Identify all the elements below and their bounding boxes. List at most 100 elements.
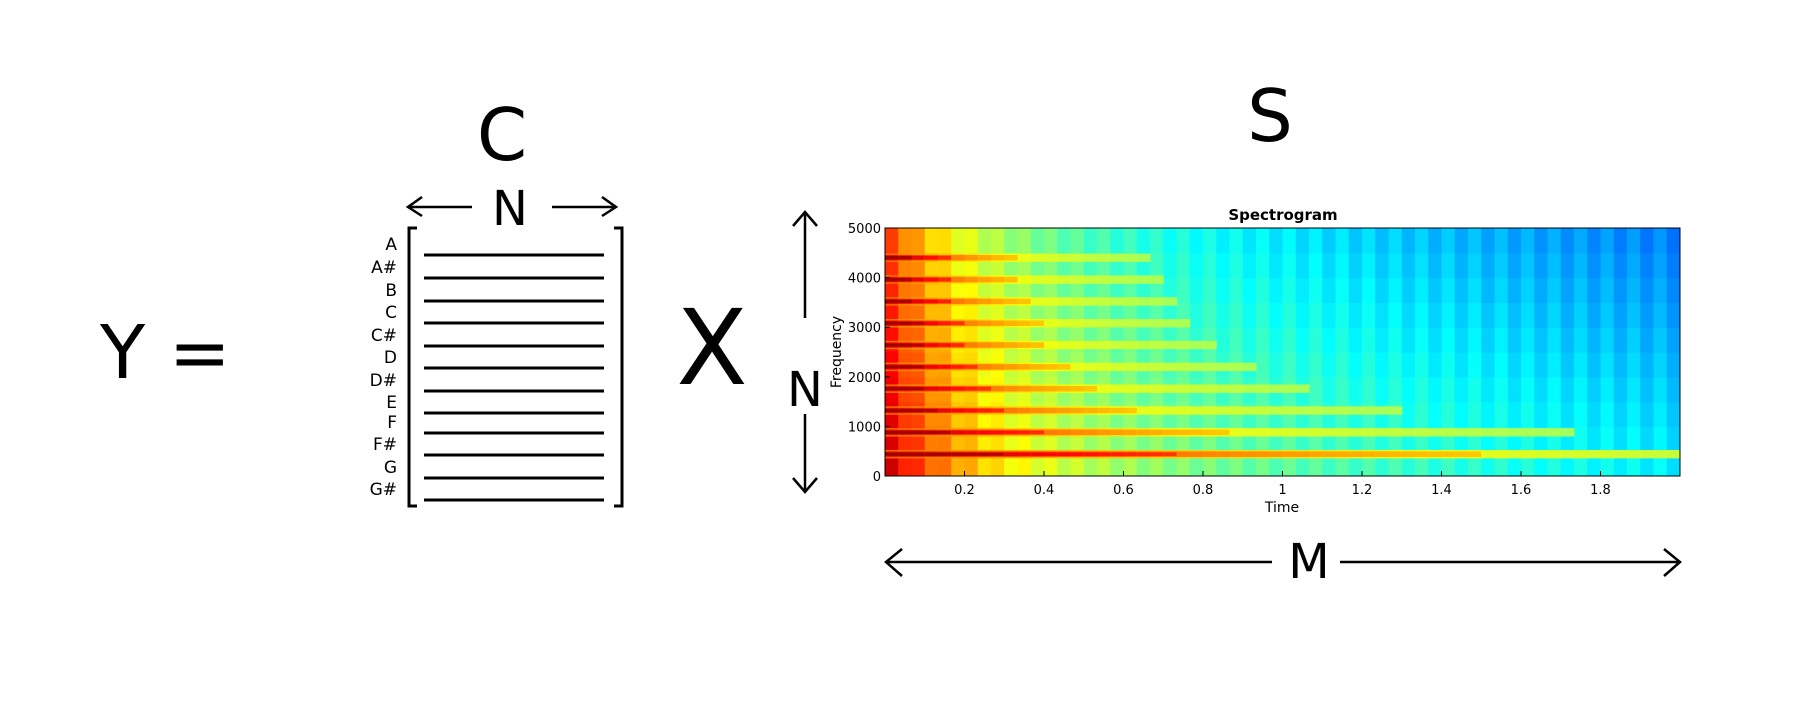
harmonic-band-cell [885,278,899,281]
harmonic-band-cell [911,277,926,282]
heat-bg-cell [1295,252,1310,279]
heat-bg-cell [1600,401,1615,427]
harmonic-band-cell [938,408,952,413]
heat-bg-cell [1653,426,1668,452]
harmonic-band-cell [1083,275,1098,284]
harmonic-band-cell [1097,253,1111,262]
heat-bg-cell [1481,376,1496,403]
heat-bg-cell [1521,352,1535,378]
harmonic-band-cell [1203,429,1217,436]
harmonic-band-cell [1097,340,1111,350]
harmonic-band-cell [977,364,992,370]
harmonic-band-cell [1110,275,1125,284]
harmonic-band-cell [1070,385,1085,392]
heat-bg-cell [1335,228,1350,254]
harmonic-band-cell [1057,297,1072,306]
heat-bg-cell [1640,252,1655,279]
heat-bg-cell [1216,327,1231,353]
y-axis: 0 1000 2000 3000 4000 5000 [848,222,890,485]
harmonic-band-cell [1640,449,1655,459]
heat-bg-cell [1574,277,1588,303]
harmonic-band-cell [1070,362,1085,372]
harmonic-band-cell [977,342,992,348]
harmonic-band-cell [898,256,913,260]
note-label-1: A# [371,258,397,278]
heat-bg-cell [1335,277,1350,303]
harmonic-band-cell [991,276,1005,283]
harmonic-band-cell [1309,451,1323,457]
heat-bg-cell [1521,277,1535,303]
harmonic-band-cell [1123,362,1138,372]
harmonic-band-cell [1494,428,1509,437]
harmonic-band-cell [991,385,1005,392]
heat-bg-cell [1415,401,1429,427]
heat-bg-cell [1574,302,1588,328]
heat-bg-cell [1454,401,1469,427]
harmonic-band-cell [1070,253,1085,262]
harmonic-band-cell [1547,428,1562,437]
heat-bg-cell [1415,277,1429,303]
note-label-9: F# [373,435,397,455]
harmonic-band-cell [1044,385,1058,392]
heat-bg-cell [1004,228,1019,254]
heat-bg-cell [1388,277,1403,303]
heat-bg-cell [1547,228,1562,254]
harmonic-band-cell [977,430,992,435]
harmonic-band-cell [1242,406,1257,415]
heat-bg-cell [885,228,899,254]
heat-bg-cell [1666,228,1680,254]
harmonic-band-cell [1163,452,1178,456]
heat-bg-cell [1150,228,1164,254]
harmonic-band-cell [1627,449,1641,459]
matrix-c-rows: A A# BC C#D D#EFF# GG# [370,235,604,502]
heat-bg-cell [1282,302,1297,328]
heat-bg-cell [1666,302,1680,328]
harmonic-band-cell [885,343,899,347]
harmonic-band-cell [1110,253,1125,262]
heat-bg-cell [1441,302,1456,328]
heat-bg-cell [1176,228,1191,254]
spectrogram-heatmap [885,228,1680,476]
harmonic-band-cell [1136,362,1151,372]
heat-bg-cell [1666,376,1680,403]
heat-bg-cell [1574,352,1588,378]
heat-bg-cell [1613,302,1628,328]
heat-bg-cell [1441,376,1456,403]
harmonic-band-cell [1150,429,1164,436]
harmonic-band-cell [1136,253,1151,262]
harmonic-band-cell [1030,407,1045,414]
heat-bg-cell [1613,277,1628,303]
x-tick-label: 1.2 [1352,483,1373,498]
heat-bg-cell [1521,401,1535,427]
harmonic-band-cell [1004,407,1019,414]
harmonic-band-cell [1017,430,1032,435]
heat-bg-cell [1216,277,1231,303]
harmonic-band-cell [1176,384,1191,393]
harmonic-band-cell [1150,319,1164,328]
heat-bg-cell [1441,401,1456,427]
harmonic-band-cell [1044,319,1058,328]
heat-bg-cell [1309,302,1323,328]
harmonic-band-cell [1123,452,1138,456]
heat-bg-cell [1547,302,1562,328]
heat-bg-cell [1613,352,1628,378]
heat-bg-cell [1269,327,1284,353]
harmonic-band-cell [1004,342,1019,348]
harmonic-band-cell [1242,451,1257,457]
harmonic-band-cell [1256,384,1270,393]
harmonic-band-cell [911,255,926,260]
heat-bg-cell [1521,252,1535,279]
harmonic-band-cell [1163,429,1178,436]
heat-bg-cell [1521,228,1535,254]
heat-bg-cell [1454,302,1469,328]
harmonic-band-cell [1083,340,1098,350]
heat-bg-cell [1547,327,1562,353]
heat-bg-cell [1375,252,1390,279]
heat-bg-cell [1468,228,1482,254]
heat-bg-cell [1507,327,1522,353]
harmonic-band-cell [938,321,952,326]
harmonic-band-cell [1097,319,1111,328]
harmonic-band-cell [1176,319,1191,328]
matrix-s-height-arrow [792,210,818,494]
harmonic-band-cell [1216,406,1231,415]
